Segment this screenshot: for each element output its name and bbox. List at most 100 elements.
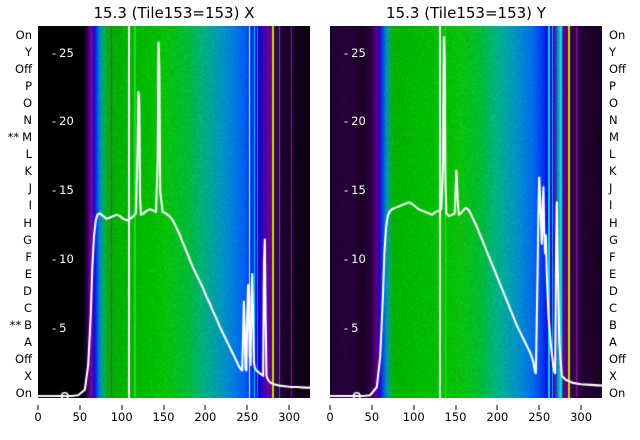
category-label-h-11: H bbox=[23, 215, 32, 230]
tick-dash: - bbox=[344, 45, 349, 60]
category-text: J bbox=[609, 181, 613, 196]
tick-dash: - bbox=[52, 252, 57, 267]
category-label-n-5: N bbox=[609, 113, 618, 128]
tick-value: 20 bbox=[351, 114, 366, 129]
category-text: E bbox=[24, 266, 32, 281]
category-label-on-21: On bbox=[15, 386, 32, 400]
category-label-on-0: On bbox=[609, 29, 625, 42]
xtick-value: 250 bbox=[236, 410, 259, 424]
category-label-y-1: Y bbox=[609, 45, 617, 60]
category-label-e-14: E bbox=[609, 266, 617, 281]
xtick-value: 100 bbox=[110, 410, 133, 424]
category-text: On bbox=[15, 386, 32, 400]
heatmap-panel-x[interactable] bbox=[38, 26, 310, 398]
category-text: K bbox=[609, 164, 617, 179]
category-label-l-7: L bbox=[26, 149, 32, 161]
category-label-off-19: Off bbox=[609, 351, 626, 366]
tick-dash: - bbox=[52, 321, 57, 336]
category-label-k-8: K bbox=[609, 166, 617, 178]
category-label-a-18: A bbox=[609, 336, 617, 349]
asterisk-marker-b: ** bbox=[9, 317, 22, 332]
category-text: G bbox=[609, 232, 618, 247]
inner-ytick-y-5: -5 bbox=[344, 322, 358, 335]
xtick-mark bbox=[288, 405, 290, 410]
category-label-d-15: D bbox=[609, 285, 618, 298]
category-text: M bbox=[609, 130, 619, 145]
xtick-value: 150 bbox=[444, 410, 467, 424]
heatmap-canvas-x bbox=[38, 26, 310, 398]
heatmap-canvas-y bbox=[330, 26, 602, 398]
category-text: N bbox=[609, 113, 618, 128]
category-text: Y bbox=[609, 45, 617, 60]
tick-value: 10 bbox=[351, 252, 366, 267]
category-label-y-1: Y bbox=[24, 45, 32, 60]
tick-dash: - bbox=[344, 252, 349, 267]
xtick-value: 0 bbox=[34, 410, 42, 424]
category-label-k-8: K bbox=[24, 166, 32, 178]
inner-ytick-x-5: -5 bbox=[52, 321, 66, 336]
inner-ytick-x-20: -20 bbox=[52, 116, 74, 128]
category-text: Y bbox=[24, 45, 32, 60]
inner-ytick-x-25: -25 bbox=[52, 45, 74, 60]
tick-dash: - bbox=[344, 114, 349, 129]
xtick-x-100: 100 bbox=[102, 405, 142, 424]
category-label-off-19: Off bbox=[15, 351, 32, 366]
xtick-mark bbox=[246, 405, 248, 410]
xtick-mark bbox=[538, 405, 540, 410]
category-text: D bbox=[23, 283, 32, 298]
category-label-p-3: P bbox=[609, 80, 616, 93]
xtick-x-300: 300 bbox=[269, 405, 309, 424]
category-text: L bbox=[25, 147, 32, 162]
category-label-x-20: X bbox=[609, 370, 617, 383]
category-text: B bbox=[609, 317, 617, 332]
category-axis-left: On Y Off P O N ** M L K J I H G F E D C ** B A Off X On bbox=[0, 26, 34, 400]
category-label-j-9: J bbox=[29, 183, 32, 195]
category-text: E bbox=[609, 266, 617, 281]
xtick-y-300: 300 bbox=[561, 405, 601, 424]
category-text: Off bbox=[15, 351, 32, 366]
category-text: F bbox=[609, 249, 616, 264]
category-text: Off bbox=[609, 62, 626, 77]
category-text: I bbox=[609, 198, 613, 213]
xtick-mark bbox=[163, 405, 165, 410]
category-text: C bbox=[609, 300, 618, 315]
inner-ytick-y-20: -20 bbox=[344, 116, 366, 128]
category-label-a-18: A bbox=[24, 336, 32, 349]
category-text: On bbox=[609, 386, 626, 400]
tick-dash: - bbox=[52, 45, 57, 60]
category-label-o-4: O bbox=[23, 97, 32, 110]
xtick-value: 0 bbox=[326, 410, 334, 424]
xtick-mark bbox=[496, 405, 498, 410]
xtick-x-200: 200 bbox=[185, 405, 225, 424]
xtick-value: 100 bbox=[402, 410, 425, 424]
inner-ytick-y-10: -10 bbox=[344, 252, 366, 267]
xtick-mark bbox=[121, 405, 123, 410]
xtick-value: 300 bbox=[278, 410, 301, 424]
category-label-x-20: X bbox=[24, 370, 32, 383]
heatmap-panel-y[interactable] bbox=[330, 26, 602, 398]
xtick-mark bbox=[204, 405, 206, 410]
xtick-mark bbox=[37, 405, 39, 410]
xtick-value: 50 bbox=[364, 410, 380, 424]
xtick-value: 200 bbox=[194, 410, 217, 424]
category-label-c-16: C bbox=[23, 300, 32, 315]
xtick-value: 250 bbox=[528, 410, 551, 424]
tick-value: 25 bbox=[59, 45, 74, 60]
category-label-on-21: On bbox=[609, 386, 626, 400]
tick-dash: - bbox=[52, 114, 57, 129]
category-text: On bbox=[15, 28, 32, 42]
category-text: Off bbox=[15, 62, 32, 77]
category-text: Off bbox=[609, 351, 626, 366]
category-text: B bbox=[24, 317, 32, 332]
xtick-x-250: 250 bbox=[227, 405, 267, 424]
xtick-y-200: 200 bbox=[477, 405, 517, 424]
category-text: H bbox=[23, 215, 32, 230]
category-text: G bbox=[23, 232, 32, 247]
panel-title-y: 15.3 (Tile153=153) Y bbox=[386, 4, 546, 22]
category-text: H bbox=[609, 215, 618, 230]
category-text: O bbox=[609, 96, 619, 111]
category-label-off-2: Off bbox=[609, 62, 626, 77]
category-text: C bbox=[23, 300, 32, 315]
category-label-p-3: P bbox=[25, 80, 32, 93]
